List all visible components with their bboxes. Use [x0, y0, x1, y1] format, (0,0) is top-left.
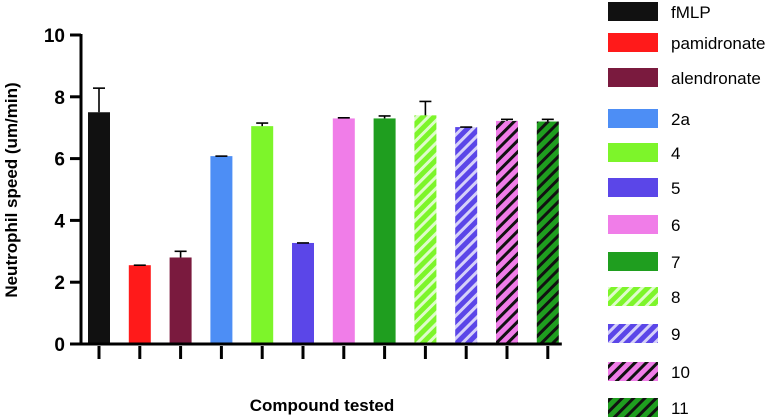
- bar-6: [332, 118, 355, 345]
- bar-11: [536, 121, 559, 345]
- legend-item-4: 4: [608, 143, 680, 163]
- legend-swatch: [608, 109, 658, 128]
- legend-swatch: [608, 287, 658, 306]
- legend-item-10: 10: [608, 362, 690, 382]
- legend-label: 8: [671, 288, 680, 307]
- legend-item-8: 8: [608, 287, 680, 307]
- bar-7: [373, 118, 396, 345]
- bar-8: [414, 115, 437, 344]
- y-tick-label: 10: [44, 26, 65, 47]
- error-bar-4: [256, 122, 269, 127]
- legend-swatch: [608, 362, 658, 381]
- error-bar-fMLP: [93, 87, 105, 113]
- x-axis-title: Compound tested: [250, 396, 395, 415]
- legend-item-fMLP: fMLP: [608, 2, 711, 22]
- error-bar-11: [541, 118, 554, 122]
- bar-pamidronate: [128, 265, 151, 344]
- legend-label: 5: [671, 179, 680, 198]
- y-tick-label: 4: [54, 211, 65, 232]
- y-tick-label: 0: [54, 335, 65, 356]
- error-bar-8: [419, 100, 432, 116]
- y-tick-label: 6: [54, 150, 65, 171]
- bar-2a: [210, 156, 233, 344]
- axes: Neutrophil speed (um/min) Compound teste…: [2, 26, 562, 415]
- legend-item-11: 11: [608, 398, 689, 418]
- bar-alendronate: [169, 257, 192, 344]
- legend-label: alendronate: [671, 69, 761, 88]
- legend-label: 4: [671, 144, 680, 163]
- legend-label: 11: [671, 399, 689, 418]
- y-axis-title: Neutrophil speed (um/min): [2, 82, 21, 297]
- bar-fMLP: [88, 112, 110, 344]
- legend: fMLP pamidronate alendronate 2a 4 5 6 7 8 9 10 11: [608, 2, 766, 418]
- error-bar-6: [337, 117, 350, 119]
- legend-swatch: [608, 398, 658, 417]
- plot-area: [88, 87, 559, 345]
- error-bar-alendronate: [174, 250, 187, 258]
- legend-label: fMLP: [671, 3, 711, 22]
- legend-label: 6: [671, 216, 680, 235]
- legend-swatch: [608, 2, 658, 21]
- legend-swatch: [608, 215, 658, 234]
- legend-item-7: 7: [608, 252, 680, 272]
- legend-swatch: [608, 33, 658, 52]
- legend-label: 2a: [671, 110, 690, 129]
- bar-5: [292, 242, 314, 344]
- y-tick-label: 2: [54, 273, 65, 294]
- error-bar-7: [378, 115, 391, 119]
- legend-label: 9: [671, 325, 680, 344]
- legend-item-6: 6: [608, 215, 680, 235]
- legend-swatch: [608, 68, 658, 87]
- legend-item-9: 9: [608, 324, 680, 344]
- y-tick-label: 8: [54, 88, 65, 109]
- legend-label: pamidronate: [671, 34, 766, 53]
- legend-item-5: 5: [608, 178, 680, 198]
- legend-swatch: [608, 324, 658, 343]
- legend-item-pamidronate: pamidronate: [608, 33, 766, 53]
- legend-label: 7: [671, 253, 680, 272]
- legend-swatch: [608, 178, 658, 197]
- bar-9: [455, 127, 478, 344]
- error-bar-10: [501, 118, 513, 121]
- legend-label: 10: [671, 363, 690, 382]
- bar-4: [251, 126, 274, 344]
- legend-item-2a: 2a: [608, 109, 690, 129]
- legend-swatch: [608, 252, 658, 271]
- legend-item-alendronate: alendronate: [608, 68, 761, 88]
- legend-swatch: [608, 143, 658, 162]
- bar-10: [496, 120, 518, 344]
